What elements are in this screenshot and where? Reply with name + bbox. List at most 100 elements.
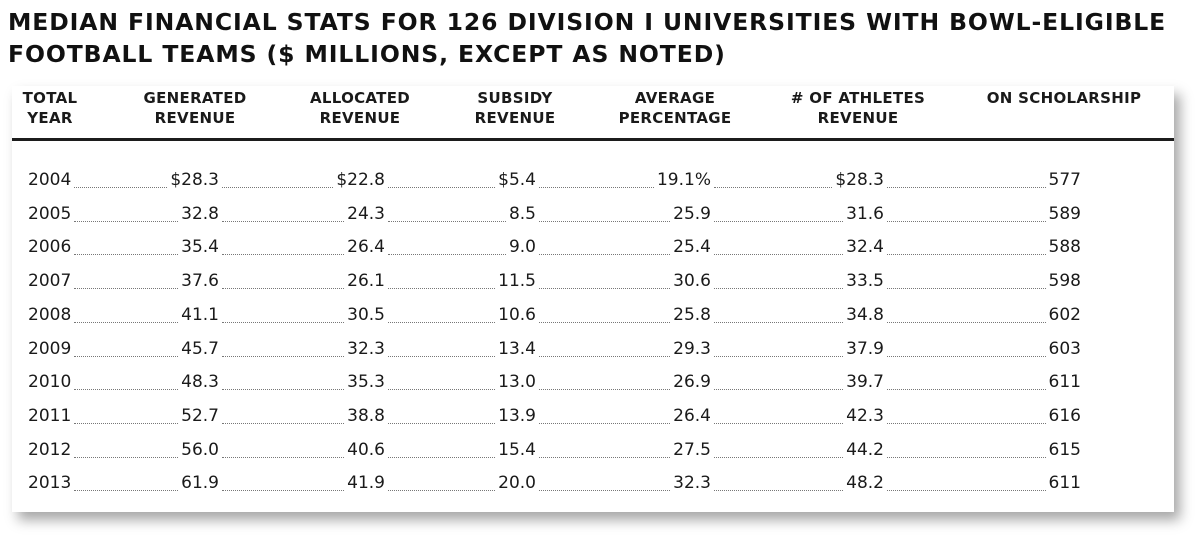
dot-leader <box>222 422 344 424</box>
cell-athletes: $28.3 <box>835 170 884 190</box>
table-row: 2010 48.3 35.3 13.0 26.9 39.7 611 <box>12 368 1174 396</box>
cell-allocated: 26.1 <box>347 271 385 292</box>
dot-leader <box>539 220 670 222</box>
dot-leader <box>539 187 654 188</box>
dot-leader <box>887 389 1046 391</box>
cell-allocated: 32.3 <box>347 338 385 359</box>
dot-leader <box>388 490 495 492</box>
dot-leader <box>887 422 1046 424</box>
dot-leader <box>887 456 1046 458</box>
dot-leader <box>222 254 344 256</box>
table-row: 2006 35.4 26.4 9.0 25.4 32.4 588 <box>12 233 1174 261</box>
cell-generated: 45.7 <box>181 338 219 359</box>
cell-athletes: 33.5 <box>846 271 884 292</box>
cell-year: 2008 <box>28 304 72 325</box>
cell-year: 2012 <box>28 439 72 460</box>
table-row: 2011 52.7 38.8 13.9 26.4 42.3 616 <box>12 402 1174 430</box>
dot-leader <box>887 490 1046 492</box>
cell-subsidy: 8.5 <box>508 203 536 224</box>
dot-leader <box>388 355 495 357</box>
dot-leader <box>388 456 495 458</box>
cell-allocated: 35.3 <box>347 372 385 393</box>
dot-leader <box>388 288 495 290</box>
dot-leader <box>222 220 344 222</box>
dot-leader <box>887 254 1046 256</box>
cell-average: 27.5 <box>673 439 711 460</box>
header-rule <box>12 138 1174 141</box>
dot-leader <box>222 355 344 357</box>
dot-leader <box>222 490 344 492</box>
table-row: 2008 41.1 30.5 10.6 25.8 34.8 602 <box>12 301 1174 329</box>
cell-athletes: 44.2 <box>846 439 884 460</box>
dot-leader <box>714 456 843 458</box>
dot-leader <box>539 456 670 458</box>
stats-table: TOTAL YEAR GENERATED REVENUE ALLOCATED REVE… <box>12 86 1174 512</box>
table-row: 2004 $28.3 $22.8 $5.4 19.1% $28.3 577 <box>12 166 1174 194</box>
dot-leader <box>714 288 843 290</box>
cell-scholarship: 588 <box>1048 237 1081 258</box>
cell-generated: 52.7 <box>181 405 219 426</box>
header-average-percentage: AVERAGE PERCENTAGE <box>618 89 732 127</box>
cell-subsidy: 13.4 <box>498 338 536 359</box>
header-athletes-revenue: # OF ATHLETES REVENUE <box>790 89 926 127</box>
dot-leader <box>222 321 344 323</box>
cell-subsidy: 13.9 <box>498 405 536 426</box>
cell-scholarship: 611 <box>1048 372 1081 393</box>
cell-generated: 35.4 <box>181 237 219 258</box>
cell-year: 2007 <box>28 271 72 292</box>
cell-scholarship: 598 <box>1048 271 1081 292</box>
dot-leader <box>539 490 670 492</box>
cell-athletes: 42.3 <box>846 405 884 426</box>
cell-allocated: 30.5 <box>347 304 385 325</box>
cell-allocated: 38.8 <box>347 405 385 426</box>
dot-leader <box>388 220 506 222</box>
cell-average: 29.3 <box>673 338 711 359</box>
dot-leader <box>74 220 178 222</box>
cell-allocated: 26.4 <box>347 237 385 258</box>
dot-leader <box>222 187 333 188</box>
table-row: 2013 61.9 41.9 20.0 32.3 48.2 611 <box>12 469 1174 497</box>
cell-subsidy: 13.0 <box>498 372 536 393</box>
cell-average: 26.4 <box>673 405 711 426</box>
table-row: 2012 56.0 40.6 15.4 27.5 44.2 615 <box>12 436 1174 464</box>
cell-athletes: 31.6 <box>846 203 884 224</box>
dot-leader <box>388 389 495 391</box>
cell-average: 19.1% <box>656 170 711 190</box>
cell-average: 32.3 <box>673 473 711 494</box>
cell-scholarship: 589 <box>1048 203 1081 224</box>
cell-generated: 56.0 <box>181 439 219 460</box>
header-total-year: TOTAL YEAR <box>22 89 78 127</box>
dot-leader <box>714 321 843 323</box>
dot-leader <box>539 355 670 357</box>
cell-generated: 32.8 <box>181 203 219 224</box>
header-on-scholarship: ON SCHOLARSHIP <box>986 89 1142 107</box>
cell-allocated: 24.3 <box>347 203 385 224</box>
cell-generated: 37.6 <box>181 271 219 292</box>
cell-athletes: 37.9 <box>846 338 884 359</box>
cell-average: 25.9 <box>673 203 711 224</box>
dot-leader <box>539 288 670 290</box>
dot-leader <box>714 389 843 391</box>
header-generated-revenue: GENERATED REVENUE <box>143 89 247 127</box>
cell-generated: 48.3 <box>181 372 219 393</box>
table-row: 2007 37.6 26.1 11.5 30.6 33.5 598 <box>12 267 1174 295</box>
dot-leader <box>388 254 506 256</box>
dot-leader <box>74 456 178 458</box>
dot-leader <box>74 254 178 256</box>
dot-leader <box>714 355 843 357</box>
cell-average: 26.9 <box>673 372 711 393</box>
cell-year: 2004 <box>28 170 72 190</box>
cell-allocated: $22.8 <box>336 170 385 190</box>
dot-leader <box>714 254 843 256</box>
cell-year: 2013 <box>28 473 72 494</box>
cell-scholarship: 577 <box>1048 170 1081 190</box>
dot-leader <box>887 220 1046 222</box>
cell-subsidy: 10.6 <box>498 304 536 325</box>
dot-leader <box>222 288 344 290</box>
dot-leader <box>74 288 178 290</box>
cell-subsidy: 20.0 <box>498 473 536 494</box>
dot-leader <box>539 389 670 391</box>
dot-leader <box>74 422 178 424</box>
cell-subsidy: 15.4 <box>498 439 536 460</box>
table-row: 2005 32.8 24.3 8.5 25.9 31.6 589 <box>12 200 1174 228</box>
